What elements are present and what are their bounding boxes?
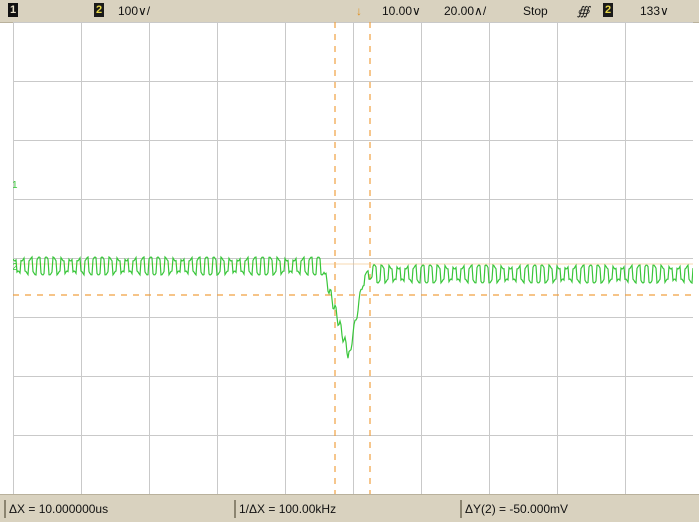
- delta-y-readout[interactable]: ΔY(2) = -50.000mV: [460, 500, 699, 518]
- trigger-level[interactable]: 133∨: [640, 4, 669, 18]
- time-scale[interactable]: 20.00∧/: [444, 4, 487, 18]
- trigger-channel-badge-icon: 2: [603, 3, 613, 17]
- measurement-bar: ΔX = 10.000000us 1/ΔX = 100.00kHz ΔY(2) …: [0, 494, 699, 522]
- rising-edge-icon: ∰: [577, 4, 590, 18]
- graticule: [13, 22, 693, 494]
- channel-2-ground-marker: 2: [13, 262, 18, 273]
- channel-1-badge-icon[interactable]: 1: [8, 3, 18, 17]
- scope-display[interactable]: 2 1: [13, 22, 693, 494]
- delta-x-readout[interactable]: ΔX = 10.000000us: [4, 500, 231, 518]
- trigger-position-icon: ↓: [356, 4, 362, 18]
- run-state[interactable]: Stop: [523, 4, 548, 18]
- time-delay[interactable]: 10.00∨: [382, 4, 421, 18]
- channel-1-marker: 1: [13, 180, 18, 191]
- inv-delta-x-readout[interactable]: 1/ΔX = 100.00kHz: [234, 500, 457, 518]
- channel-2-scale[interactable]: 100∨/: [118, 4, 151, 18]
- waveform-canvas[interactable]: 2 1: [13, 22, 693, 494]
- channel-2-trace: [13, 255, 693, 359]
- cursors: [13, 22, 693, 494]
- channel-2-badge-icon[interactable]: 2: [94, 3, 104, 17]
- top-status-bar: 1 2 100∨/ ↓ 10.00∨ 20.00∧/ Stop ∰ 2 133∨: [0, 0, 699, 23]
